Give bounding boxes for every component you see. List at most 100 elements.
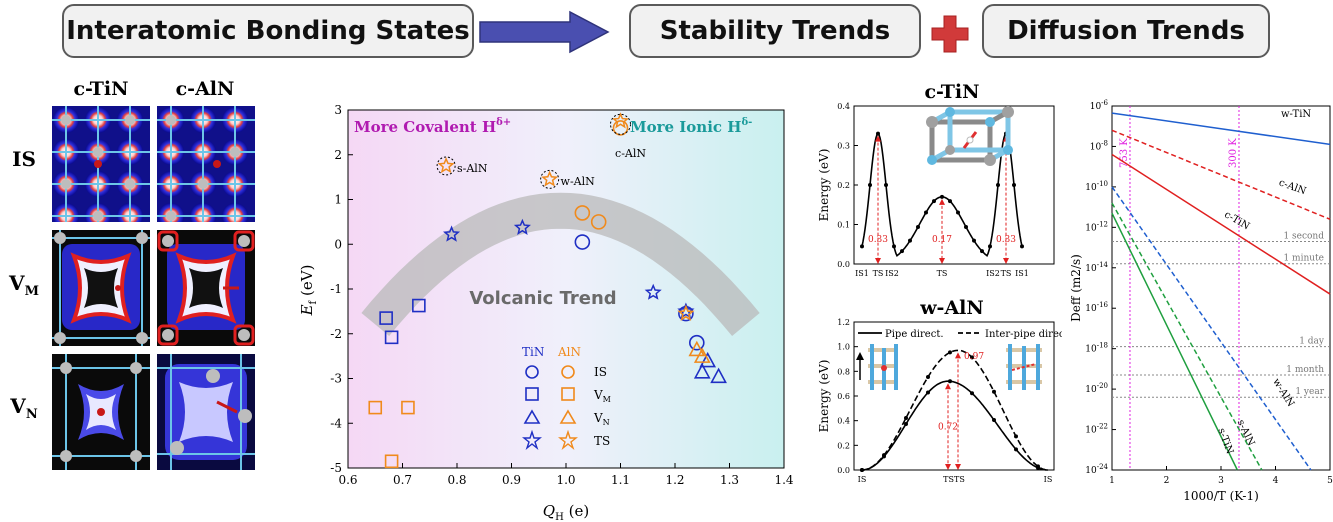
point-aln-ts xyxy=(541,170,559,187)
time-hline-label: 1 second xyxy=(1283,231,1324,241)
ylabel-sub: f xyxy=(308,299,319,304)
legend-tin-vm-marker xyxy=(525,387,539,401)
ctin-image-point xyxy=(900,249,904,254)
y-tick-exp: -12 xyxy=(1097,220,1108,228)
ctin-barrier-label: 0.17 xyxy=(932,235,952,245)
waln-pipe-curve-point xyxy=(992,418,996,423)
ctin-image-point xyxy=(956,210,960,215)
point-aln-vm xyxy=(384,454,399,469)
grid-row-label-is: IS xyxy=(2,147,46,171)
plus-icon xyxy=(931,15,969,53)
y-tick-base: 10 xyxy=(1085,223,1097,233)
y-tick-base: 10 xyxy=(1085,345,1097,355)
y-tick-label: 0.3 xyxy=(837,142,850,151)
y-tick-label: 1 xyxy=(334,193,342,207)
ctin-barrier-arrow xyxy=(939,258,945,264)
x-tick-label: 2 xyxy=(1164,476,1170,486)
waln-interpipe-curve-point xyxy=(882,453,886,458)
x-tick-label: IS1 xyxy=(855,269,869,278)
waln-interpipe-curve-point xyxy=(926,374,930,379)
waln-barrier-arrow xyxy=(955,352,961,359)
time-hline-label: 1 day xyxy=(1299,337,1325,347)
series-s-AlN xyxy=(1111,202,1263,471)
volcano-legend: TiN AlN IS VM VN TS xyxy=(522,345,611,451)
temp-vline-label: 300 K xyxy=(1228,138,1239,168)
ctin-image-point xyxy=(868,182,872,187)
time-hline-label: 1 year xyxy=(1295,387,1324,397)
series-w-TiN xyxy=(1111,112,1331,146)
grid-row-main: IS xyxy=(12,147,36,171)
legend-tin-vn-marker xyxy=(523,409,541,424)
ctin-image-point xyxy=(908,238,912,243)
point-tin-vn xyxy=(710,367,727,384)
point-tin-is xyxy=(574,234,591,250)
waln-title: w-AlN xyxy=(919,297,984,319)
y-tick-exp: -6 xyxy=(1101,99,1108,107)
x-tick-label: 1.3 xyxy=(720,473,739,487)
waln-energy-chart: w-AlN 0.0 0.2 0.4 0.6 0.8 1.0 1.2 IS TSTS IS 0.72 0… xyxy=(817,297,1062,484)
x-tick-label: 0.6 xyxy=(338,473,357,487)
map-aln-vm xyxy=(157,230,255,346)
y-tick-exp: -10 xyxy=(1097,180,1108,188)
y-tick-label: 2 xyxy=(334,148,342,162)
y-tick-label: 0.8 xyxy=(837,367,850,376)
waln-interpipe-curve-point xyxy=(860,468,864,472)
legend-aln-vm-marker xyxy=(561,387,575,401)
waln-interpipe-curve-point xyxy=(970,355,974,360)
annot-circle-saln xyxy=(436,156,456,176)
grid-row-sub: N xyxy=(25,407,38,422)
waln-barrier-label: 0.72 xyxy=(938,422,958,432)
x-tick-label: IS1 xyxy=(1015,269,1029,278)
y-tick-label: -5 xyxy=(330,461,342,475)
waln-pipe-curve-point xyxy=(904,421,908,426)
x-tick-label: 1.4 xyxy=(774,473,793,487)
x-tick-label: TS xyxy=(1001,269,1012,278)
diff-xlabel: 1000/T (K-1) xyxy=(1183,489,1259,503)
grid-row-sub: M xyxy=(24,284,39,299)
y-tick-exp: -14 xyxy=(1097,261,1109,269)
waln-pipe-curve-point xyxy=(970,391,974,396)
y-tick-base: 10 xyxy=(1085,426,1097,436)
grid-col-label-tin: c-TiN xyxy=(73,78,129,100)
ctin-image-point xyxy=(924,210,928,215)
y-tick-label: -2 xyxy=(330,327,342,341)
waln-interpipe-curve xyxy=(862,349,1048,471)
diffusion-chart: 1 2 3 4 510-610-810-1010-1210-1410-1610-1810… xyxy=(1070,99,1333,503)
point-tin-ts xyxy=(644,283,662,300)
y-tick-label: 1.2 xyxy=(837,318,850,327)
annot-waln: w-AlN xyxy=(561,175,596,188)
series-c-TiN xyxy=(1111,153,1331,295)
y-tick-label: 10-14 xyxy=(1085,261,1108,274)
diff-ylabel: Deff (m2/s) xyxy=(1070,254,1083,322)
point-tin-is xyxy=(688,334,705,351)
y-tick-exp: -22 xyxy=(1097,423,1108,431)
ctin-image-point xyxy=(964,224,968,229)
x-tick-label: 0.7 xyxy=(393,473,412,487)
y-tick-label: 3 xyxy=(334,103,342,117)
ctin-barrier-arrow xyxy=(939,198,945,205)
ctin-image-point xyxy=(948,199,952,204)
y-tick-exp: -8 xyxy=(1101,139,1108,147)
waln-interpipe-curve-point xyxy=(948,350,952,355)
ctin-image-point xyxy=(892,244,896,249)
ctin-image-point xyxy=(932,199,936,204)
annot-saln: s-AlN xyxy=(457,162,488,175)
annot-caln: c-AlN xyxy=(615,147,646,160)
x-tick-label: 0.8 xyxy=(447,473,466,487)
header-diffusion-text: Diffusion Trends xyxy=(1007,16,1245,46)
point-tin-vn xyxy=(693,363,711,379)
waln-ylabel: Energy (eV) xyxy=(817,360,831,433)
point-aln-vn xyxy=(693,347,711,363)
map-tin-vn xyxy=(52,354,150,470)
waln-interpipe-curve-point xyxy=(992,389,996,394)
y-tick-label: 10-8 xyxy=(1090,139,1108,152)
x-tick-label: 1 xyxy=(1109,476,1115,486)
ctin-image-point xyxy=(884,182,888,187)
x-tick-label: IS xyxy=(858,475,867,484)
y-tick-base: 10 xyxy=(1090,102,1102,112)
point-tin-vn xyxy=(699,351,717,368)
ctin-image-point xyxy=(876,131,880,136)
x-tick-label: TS xyxy=(937,269,948,278)
y-tick-label: 0 xyxy=(334,237,342,251)
grid-row-label-vn: VN xyxy=(2,394,46,422)
